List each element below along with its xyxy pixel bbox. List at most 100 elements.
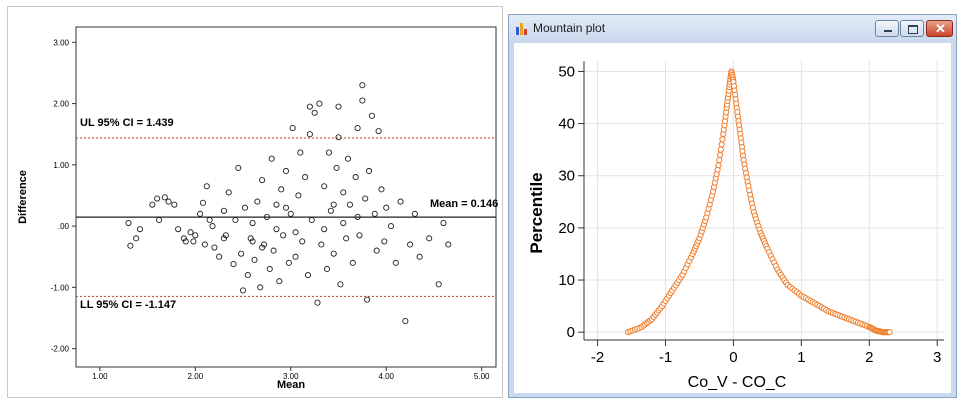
data-point	[225, 189, 232, 196]
data-point	[282, 167, 290, 175]
data-point	[182, 238, 189, 245]
data-point	[280, 232, 287, 239]
data-point	[330, 250, 337, 257]
data-point	[289, 125, 296, 132]
data-point	[397, 198, 404, 205]
data-point	[717, 146, 724, 153]
y-tick-label: 50	[558, 63, 575, 80]
maximize-button[interactable]	[900, 20, 924, 37]
data-point	[211, 244, 218, 251]
data-point	[333, 164, 340, 171]
data-point	[327, 207, 334, 214]
data-point	[222, 232, 229, 239]
data-point	[321, 183, 328, 190]
data-point	[260, 241, 268, 248]
data-point	[220, 235, 228, 242]
window-titlebar[interactable]: Mountain plot ✕	[509, 15, 956, 42]
data-point	[270, 247, 277, 254]
data-point	[306, 131, 313, 138]
data-point	[407, 241, 414, 248]
mountain-plot-chart: 0 10 20 30 40 50 -2 -1 0 1 2 3 Co_V - CO_C Percenti…	[514, 43, 951, 393]
data-point	[381, 238, 388, 245]
data-point	[161, 194, 168, 201]
ll-ci-label: LL 95% CI = -1.147	[80, 299, 176, 311]
data-point	[340, 219, 347, 227]
data-point	[199, 199, 207, 206]
data-point	[308, 216, 315, 224]
data-point	[314, 299, 321, 306]
data-point	[165, 198, 172, 205]
data-point	[304, 272, 312, 279]
x-axis-label: Mean	[277, 379, 305, 391]
data-point	[220, 207, 228, 214]
mean-label: Mean = 0.146	[430, 198, 498, 210]
data-point	[337, 281, 344, 288]
data-point	[249, 238, 256, 245]
data-point	[886, 329, 893, 336]
data-point	[127, 242, 134, 249]
x-tick-label: 2.00	[188, 372, 204, 381]
x-axis-label: Co_V - CO_C	[688, 374, 787, 391]
data-point	[285, 259, 292, 266]
data-point	[206, 216, 213, 224]
data-point	[247, 235, 254, 242]
data-point	[349, 259, 356, 266]
data-point	[354, 213, 361, 220]
data-point	[411, 210, 418, 217]
x-tick-label: 5.00	[474, 372, 490, 381]
y-tick-label: 20	[558, 220, 575, 237]
data-point	[190, 238, 197, 245]
data-point	[383, 204, 390, 211]
data-point	[125, 219, 132, 227]
data-point	[299, 238, 306, 245]
data-point	[180, 235, 187, 242]
bar-chart-app-icon	[516, 23, 528, 35]
y-tick-label: 0	[567, 324, 575, 341]
maximize-icon	[908, 25, 918, 34]
minimize-icon	[884, 30, 892, 32]
minimize-button[interactable]	[875, 20, 899, 37]
data-point	[171, 201, 178, 208]
data-point	[402, 318, 409, 325]
data-point	[133, 235, 140, 242]
data-point	[375, 128, 382, 135]
data-point	[445, 241, 452, 248]
data-point	[136, 226, 144, 233]
y-tick-label: 2.00	[53, 100, 69, 109]
data-point	[259, 177, 266, 184]
data-point	[352, 174, 359, 181]
x-tick-label: 2	[865, 349, 873, 366]
data-point	[316, 100, 323, 107]
bland-altman-chart: 3.00 2.00 1.00 .00 -1.00 -2.00 1.00 2.00 3.00 4.0…	[7, 6, 503, 398]
data-point	[378, 186, 385, 193]
window-title: Mountain plot	[533, 21, 606, 35]
data-point	[273, 226, 280, 233]
data-point	[426, 235, 433, 242]
x-tick-label: -1	[659, 349, 672, 366]
data-point	[416, 253, 423, 260]
data-point	[306, 103, 313, 110]
data-point	[268, 155, 275, 162]
data-point	[318, 241, 325, 248]
data-point	[154, 195, 161, 202]
data-point	[321, 226, 328, 233]
y-axis-label: Percentile	[527, 172, 546, 253]
x-tick-label: 3.00	[283, 372, 299, 381]
data-point	[362, 195, 369, 202]
data-point	[278, 186, 285, 193]
y-tick-label: 1.00	[53, 161, 69, 170]
close-button[interactable]: ✕	[926, 20, 953, 37]
data-point	[295, 192, 302, 199]
data-point	[335, 103, 342, 110]
mountain-plot-svg: 0 10 20 30 40 50 -2 -1 0 1 2 3 Co_V - CO_C Percenti…	[527, 61, 944, 391]
data-point	[244, 272, 251, 279]
data-point	[715, 162, 722, 169]
x-tick-label: 1	[797, 349, 805, 366]
data-point	[276, 278, 283, 285]
data-point	[155, 216, 163, 224]
x-tick-label: 3	[933, 349, 941, 366]
data-point	[330, 201, 337, 208]
data-point	[365, 167, 373, 175]
data-point	[239, 287, 247, 294]
data-point	[216, 253, 223, 260]
